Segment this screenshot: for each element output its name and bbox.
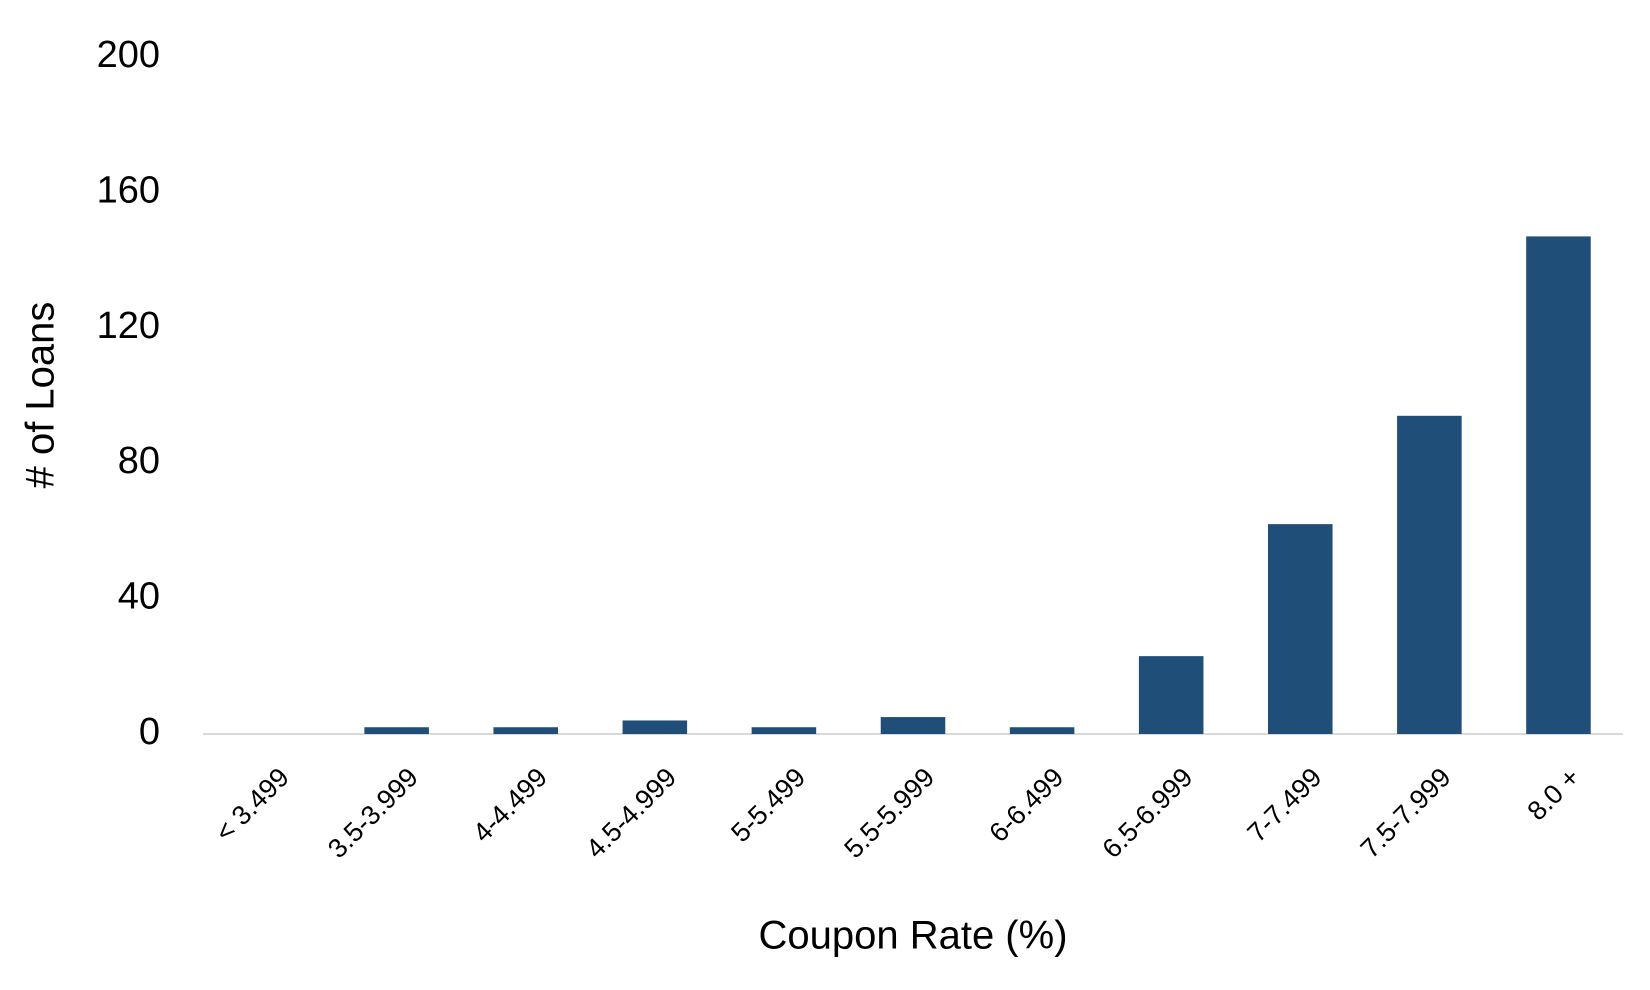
x-tick-label: 7.5-7.999 bbox=[1355, 762, 1457, 864]
y-tick-label: 80 bbox=[118, 440, 160, 482]
bar bbox=[1397, 415, 1462, 734]
y-tick-label: 120 bbox=[97, 305, 160, 347]
y-tick-label: 0 bbox=[139, 711, 160, 753]
y-tick-label: 200 bbox=[97, 34, 160, 76]
bar bbox=[364, 727, 429, 734]
bar bbox=[1009, 727, 1075, 734]
bar bbox=[1138, 656, 1204, 734]
x-tick-label: 3.5-3.999 bbox=[322, 762, 424, 864]
x-tick-label: 6.5-6.999 bbox=[1097, 762, 1199, 864]
bar bbox=[751, 727, 817, 734]
x-tick-label: 4.5-4.999 bbox=[580, 762, 682, 864]
x-tick-label: 6-6.499 bbox=[983, 762, 1069, 848]
bar bbox=[1268, 524, 1333, 734]
x-tick-label: 5.5-5.999 bbox=[838, 762, 940, 864]
x-tick-label: 4-4.499 bbox=[467, 762, 553, 848]
y-tick-label: 160 bbox=[97, 169, 160, 211]
y-tick-label: 40 bbox=[118, 576, 160, 618]
bar bbox=[880, 717, 946, 734]
x-tick-label: 5-5.499 bbox=[725, 762, 811, 848]
bar bbox=[622, 720, 688, 734]
x-axis-title: Coupon Rate (%) bbox=[758, 914, 1067, 958]
bar bbox=[493, 727, 558, 734]
x-tick-label: 8.0 + bbox=[1522, 762, 1586, 826]
bar bbox=[1526, 236, 1591, 734]
x-tick-label: < 3.499 bbox=[209, 762, 294, 847]
x-tick-label: 7-7.499 bbox=[1242, 762, 1328, 848]
y-axis-title: # of Loans bbox=[19, 302, 63, 489]
